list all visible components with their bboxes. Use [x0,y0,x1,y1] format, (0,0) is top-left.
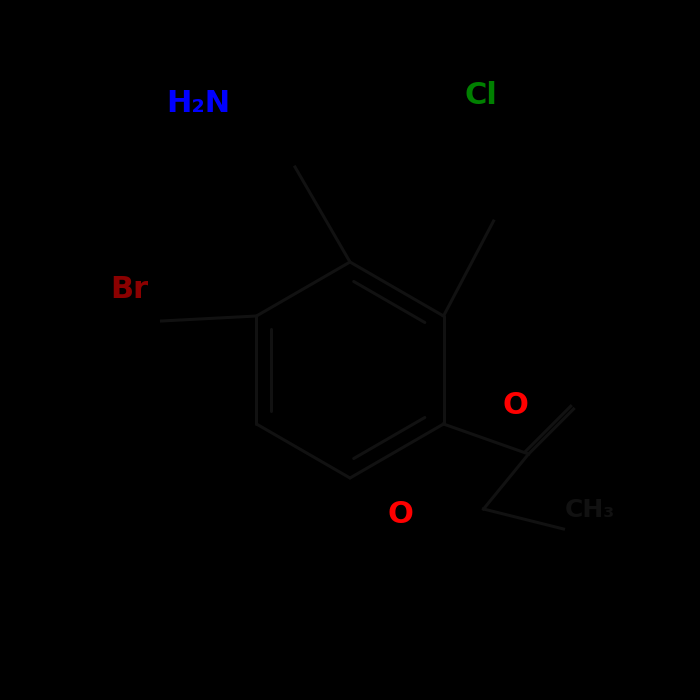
Text: CH₃: CH₃ [565,498,615,522]
Text: H₂N: H₂N [166,88,230,118]
Text: Br: Br [110,276,148,304]
Text: O: O [502,391,528,419]
Text: Cl: Cl [465,80,498,109]
Text: O: O [387,500,413,529]
